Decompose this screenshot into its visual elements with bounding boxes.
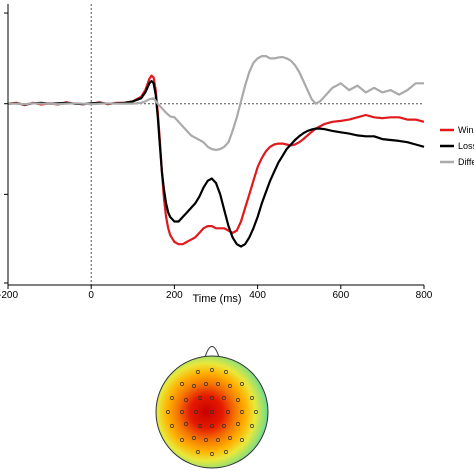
electrode-marker [226,410,230,414]
electrode-marker [236,422,240,426]
head-nose-icon [204,346,220,358]
electrode-marker [170,396,174,400]
axes: -200 0 200 400 600 800 [0,4,433,301]
electrode-marker [240,438,244,442]
electrode-marker [254,410,258,414]
electrode-marker [184,398,188,402]
electrode-marker [216,382,220,386]
erp-line-chart: -200 0 200 400 600 800 Time (ms) Win Loss Diffe… [0,4,474,305]
electrode-marker [180,410,184,414]
electrode-marker [198,424,202,428]
legend-label-win: Win [458,125,474,135]
electrode-marker [180,382,184,386]
electrode-marker [180,438,184,442]
electrode-marker [216,438,220,442]
electrode-marker [166,410,170,414]
electrode-marker [250,424,254,428]
electrode-marker [222,424,226,428]
x-tick-label: 200 [166,290,183,301]
electrode-marker [204,382,208,386]
electrode-marker [210,396,214,400]
x-tick-label: 0 [88,290,94,301]
head-outline [155,355,269,469]
electrode-marker [210,410,214,414]
electrode-marker [224,370,228,374]
legend: Win Loss Difference [440,125,474,167]
electrode-markers [166,368,258,456]
series-line-difference [8,54,424,151]
electrode-marker [210,452,214,456]
electrode-marker [250,396,254,400]
electrode-marker [184,422,188,426]
electrode-marker [210,368,214,372]
electrode-marker [204,438,208,442]
series-line-loss [7,79,425,248]
electrode-marker [236,398,240,402]
reference-lines [8,4,424,285]
electrode-marker [240,410,244,414]
electrode-marker [192,436,196,440]
electrode-marker [196,370,200,374]
electrode-marker [228,436,232,440]
series-line-win [7,74,425,246]
x-tick-label: 400 [249,290,266,301]
electrode-marker [224,450,228,454]
x-tick-label: -200 [0,290,18,301]
electrode-marker [240,382,244,386]
legend-label-loss: Loss [458,141,474,151]
x-tick-label: 800 [416,290,433,301]
electrode-marker [228,384,232,388]
legend-label-difference: Difference [458,157,474,167]
electrode-marker [170,424,174,428]
x-tick-label: 600 [332,290,349,301]
electrode-marker [196,450,200,454]
x-axis-title: Time (ms) [192,293,241,305]
electrode-marker [192,384,196,388]
y-axis-ticks [4,12,8,284]
scalp-topography-map [155,346,269,469]
electrode-marker [194,410,198,414]
electrode-marker [222,396,226,400]
x-axis-ticks: -200 0 200 400 600 800 [0,285,433,301]
electrode-marker [210,424,214,428]
series-lines [7,54,425,248]
electrode-marker [198,396,202,400]
